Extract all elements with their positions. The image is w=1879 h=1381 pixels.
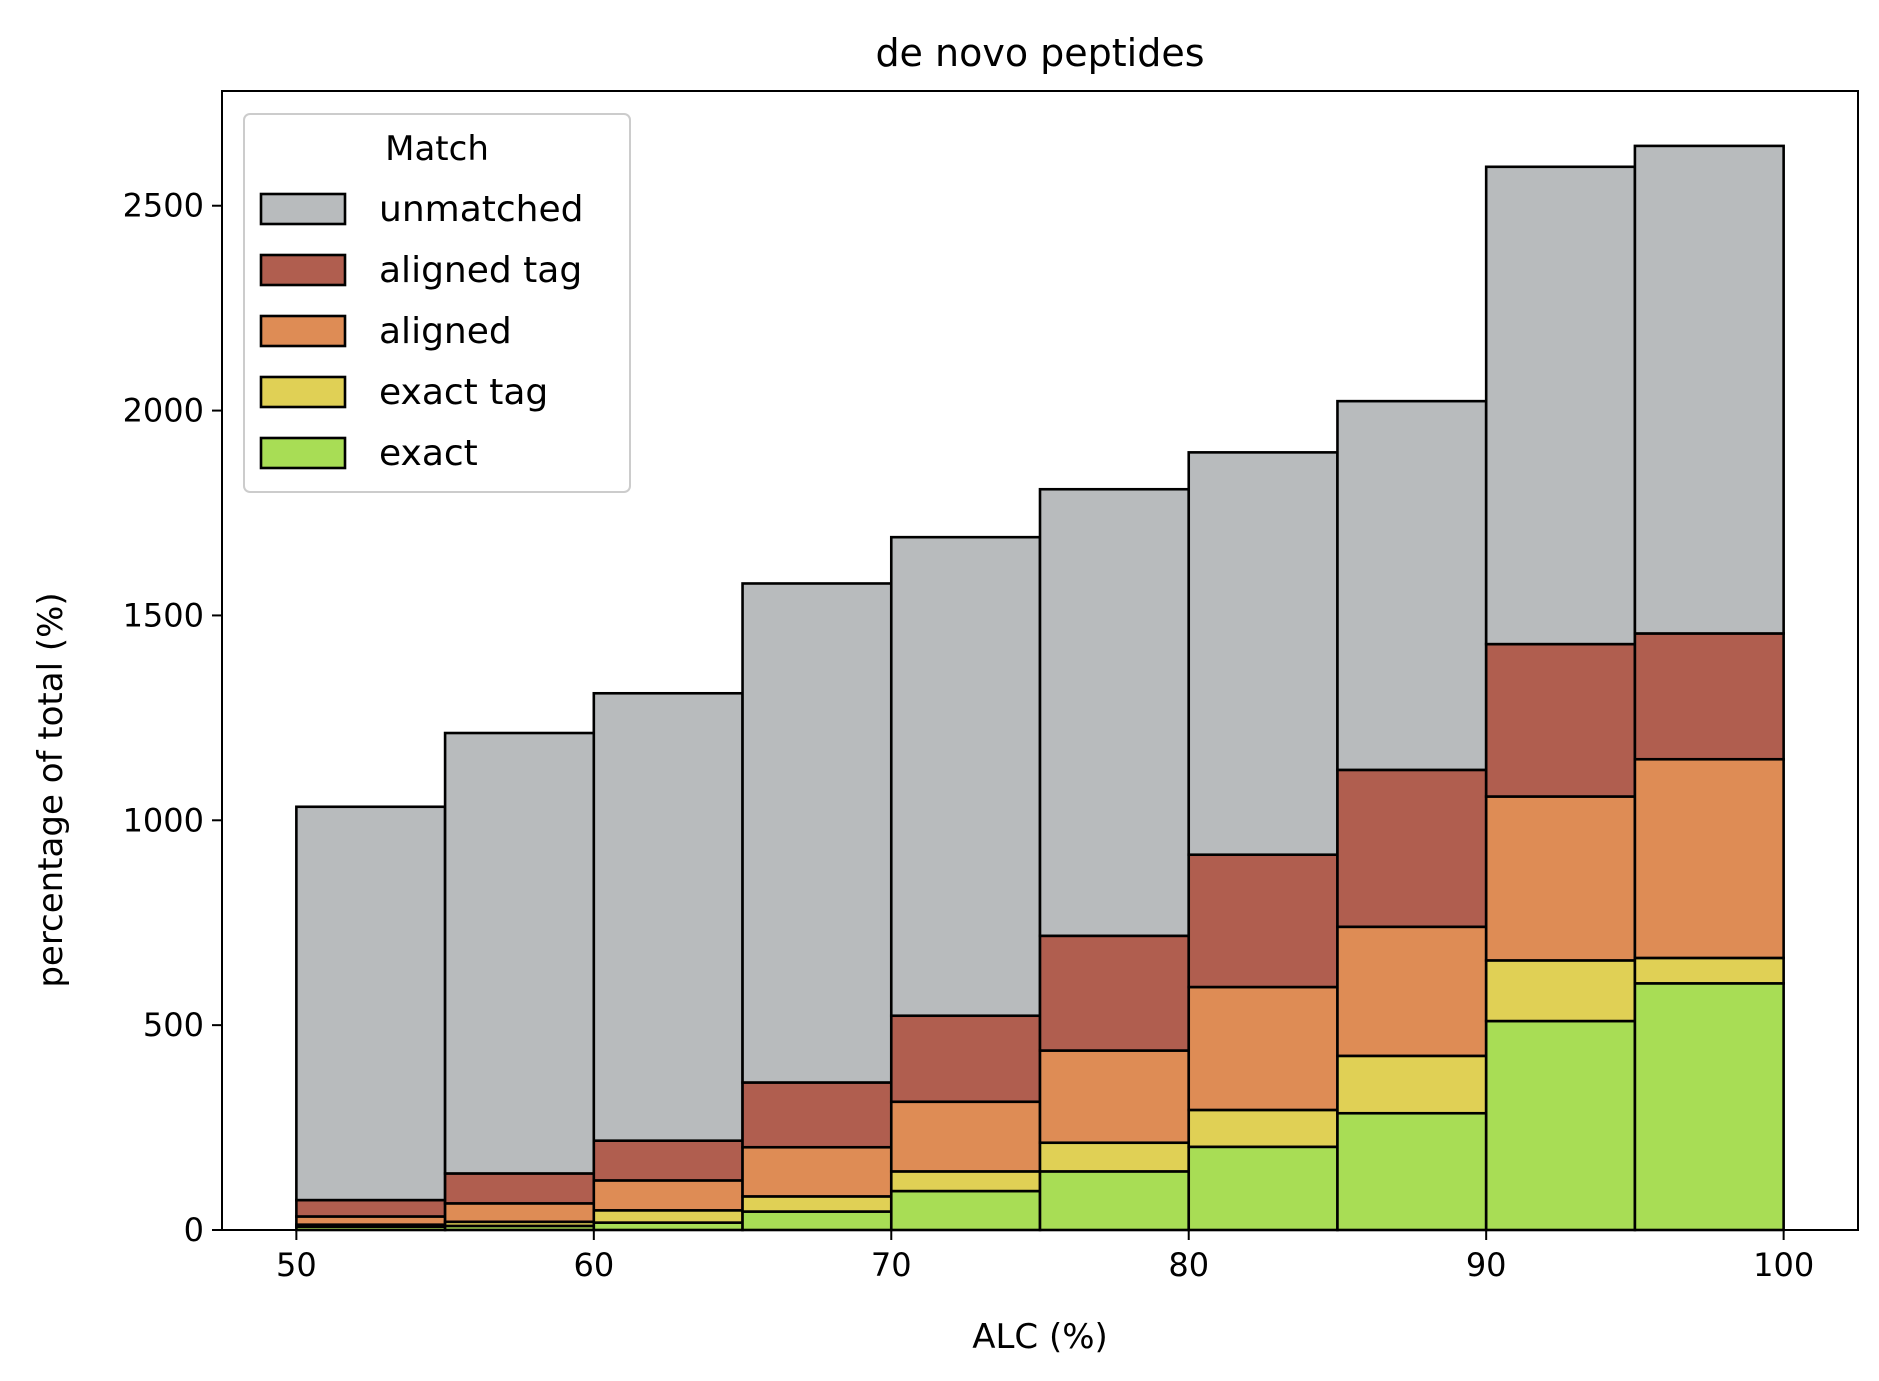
bar-exact-tag-bin-6 <box>1187 1108 1339 1149</box>
bar-aligned-bin-4 <box>889 1100 1042 1173</box>
bar-aligned-bin-9 <box>1633 757 1785 960</box>
bar-aligned-bin-2 <box>592 1179 744 1212</box>
bar-aligned-tag-bin-6 <box>1187 853 1339 989</box>
bar-exact-bin-4 <box>889 1189 1042 1232</box>
bar-unmatched-bin-0 <box>295 805 447 1202</box>
y-tick-label: 2000 <box>123 392 204 430</box>
legend-swatch-aligned-tag <box>259 253 347 287</box>
y-tick-label: 1500 <box>123 596 204 634</box>
legend-label-exact-tag: exact tag <box>379 372 548 413</box>
bar-exact-tag-bin-3 <box>741 1195 893 1213</box>
bar-aligned-tag-bin-0 <box>295 1198 447 1218</box>
bar-exact-bin-7 <box>1336 1111 1488 1232</box>
bar-unmatched-bin-1 <box>443 731 596 1175</box>
x-tick-label: 50 <box>276 1246 317 1284</box>
bar-aligned-bin-7 <box>1336 925 1488 1058</box>
bar-aligned-tag-bin-9 <box>1633 632 1785 761</box>
bar-exact-tag-bin-4 <box>889 1170 1042 1193</box>
bar-unmatched-bin-4 <box>889 535 1042 1018</box>
y-tick-label: 2500 <box>123 187 204 225</box>
bar-exact-tag-bin-2 <box>592 1209 744 1224</box>
x-tick-label: 80 <box>1168 1246 1209 1284</box>
bar-unmatched-bin-5 <box>1038 487 1191 938</box>
bar-aligned-tag-bin-2 <box>592 1139 744 1182</box>
bar-aligned-bin-8 <box>1484 795 1637 962</box>
bar-unmatched-bin-3 <box>741 582 893 1084</box>
chart-title: de novo peptides <box>875 31 1204 75</box>
plot-frame <box>221 90 1859 1231</box>
y-tick-label: 500 <box>143 1006 204 1044</box>
x-axis-label: ALC (%) <box>972 1317 1108 1357</box>
bar-unmatched-bin-9 <box>1633 144 1785 635</box>
bar-unmatched-bin-8 <box>1484 165 1637 646</box>
x-tick-label: 70 <box>871 1246 912 1284</box>
legend-swatch-aligned <box>259 314 347 348</box>
legend-label-exact: exact <box>379 433 478 474</box>
legend-label-unmatched: unmatched <box>379 189 584 230</box>
legend-title: Match <box>385 129 489 169</box>
bar-exact-bin-9 <box>1633 982 1785 1232</box>
bar-exact-tag-bin-8 <box>1484 959 1637 1023</box>
bar-aligned-tag-bin-3 <box>741 1081 893 1149</box>
bar-aligned-tag-bin-1 <box>443 1172 596 1205</box>
legend-label-aligned: aligned <box>379 311 512 352</box>
y-tick-label: 0 <box>184 1211 204 1249</box>
bar-aligned-tag-bin-7 <box>1336 768 1488 929</box>
x-tick-label: 90 <box>1466 1246 1507 1284</box>
bar-exact-bin-3 <box>741 1210 893 1232</box>
bar-exact-tag-bin-5 <box>1038 1141 1191 1173</box>
bar-unmatched-bin-7 <box>1336 399 1488 772</box>
bar-exact-bin-5 <box>1038 1170 1191 1232</box>
bar-aligned-bin-1 <box>443 1202 596 1224</box>
bar-aligned-bin-6 <box>1187 985 1339 1112</box>
x-tick-label: 60 <box>573 1246 614 1284</box>
bar-exact-bin-6 <box>1187 1145 1339 1232</box>
bar-exact-tag-bin-7 <box>1336 1054 1488 1115</box>
y-tick-label: 1000 <box>123 801 204 839</box>
bar-aligned-bin-5 <box>1038 1049 1191 1145</box>
bar-aligned-tag-bin-8 <box>1484 642 1637 798</box>
bar-aligned-tag-bin-4 <box>889 1014 1042 1104</box>
legend: Match unmatched aligned tag aligned exact ta… <box>243 113 631 493</box>
bar-aligned-tag-bin-5 <box>1038 934 1191 1052</box>
legend-label-aligned-tag: aligned tag <box>379 250 582 291</box>
legend-swatch-exact <box>259 436 347 470</box>
bar-layer <box>295 144 1785 1232</box>
legend-swatch-unmatched <box>259 192 347 226</box>
bar-exact-bin-8 <box>1484 1019 1637 1232</box>
bar-exact-tag-bin-9 <box>1633 956 1785 985</box>
bar-unmatched-bin-2 <box>592 691 744 1142</box>
legend-swatch-exact-tag <box>259 375 347 409</box>
y-axis-label: percentage of total (%) <box>31 592 71 987</box>
bar-aligned-bin-3 <box>741 1145 893 1198</box>
x-tick-label: 100 <box>1753 1246 1814 1284</box>
bar-unmatched-bin-6 <box>1187 451 1339 857</box>
